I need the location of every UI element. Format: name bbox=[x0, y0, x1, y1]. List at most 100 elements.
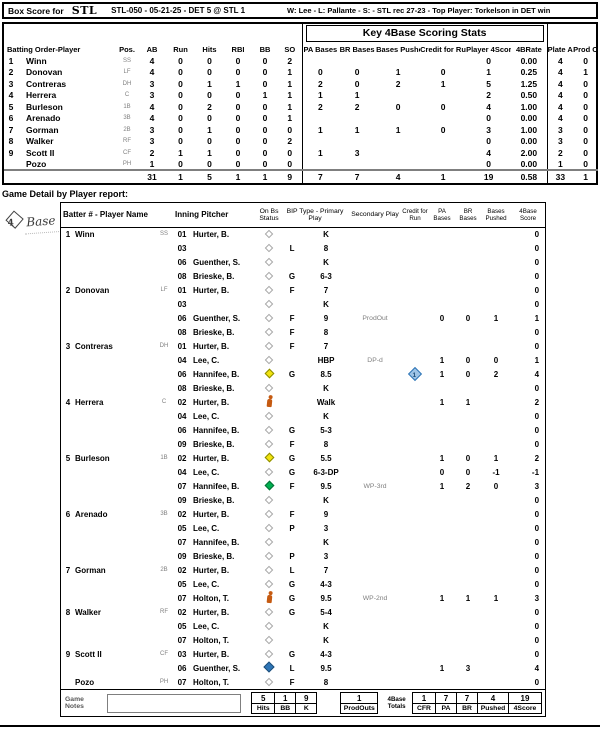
bases-pushed bbox=[481, 507, 511, 521]
br-bases bbox=[455, 381, 481, 395]
primary-play: 3 bbox=[323, 523, 329, 533]
cell-name: Burleson bbox=[26, 101, 63, 112]
br-bases bbox=[455, 423, 481, 437]
cell-ab: 4 bbox=[149, 113, 155, 124]
col-pos: Pos. bbox=[119, 44, 135, 54]
batter-order bbox=[61, 437, 75, 451]
cell-plate-app: 3 bbox=[558, 136, 563, 147]
bases-pushed bbox=[481, 227, 511, 241]
primary-play: 7 bbox=[323, 341, 329, 351]
credit-for-run-cell bbox=[401, 465, 429, 479]
batter-name: Pozo bbox=[75, 677, 95, 687]
primary-play: K bbox=[323, 635, 329, 645]
inning-number: 06 bbox=[177, 369, 187, 379]
cell-ab: 2 bbox=[149, 147, 155, 158]
cell-bb: 0 bbox=[262, 78, 268, 89]
batter-order bbox=[61, 381, 75, 395]
col-br-bases-detail: BR Bases bbox=[455, 203, 482, 228]
cell-br-bases bbox=[338, 136, 376, 148]
batter-name: Herrera bbox=[75, 397, 104, 407]
bases-empty-diamond-icon bbox=[264, 607, 274, 616]
bases-pushed bbox=[481, 563, 511, 577]
key-stats-title-row: Key 4Base Scoring Stats bbox=[4, 24, 598, 43]
cell-order: 1 bbox=[8, 55, 14, 66]
cell-run: 0 bbox=[178, 67, 183, 78]
onbase-status-cell bbox=[257, 367, 281, 381]
cell-pa-bases: 2 bbox=[317, 78, 323, 89]
cell-four-score: 0 bbox=[486, 158, 491, 169]
key-title-right-spacer bbox=[547, 24, 598, 43]
cell-rate: 0.00 bbox=[511, 135, 548, 147]
cell-run: 0 bbox=[178, 101, 183, 112]
box-score-panel: Key 4Base Scoring Stats Batting Order-Pl… bbox=[2, 22, 599, 185]
cell-rate: 0.00 bbox=[511, 158, 548, 170]
secondary-play bbox=[349, 675, 401, 689]
detail-row: 04 Lee, C. K 0 bbox=[61, 409, 545, 423]
bases-pushed: 0 bbox=[493, 355, 499, 365]
detail-row: 08 Brieske, B. G 6-3 0 bbox=[61, 269, 545, 283]
pa-bases bbox=[429, 633, 455, 647]
cell-name: Walker bbox=[26, 136, 54, 147]
bases-pushed bbox=[481, 395, 511, 409]
stat-label-k: K bbox=[295, 703, 318, 714]
batter-position bbox=[155, 465, 173, 479]
batter-order bbox=[61, 325, 75, 339]
game-notes-input[interactable] bbox=[106, 693, 242, 713]
pitcher-name: Hurter, B. bbox=[193, 285, 230, 295]
pitcher-name: Hannifee, B. bbox=[193, 481, 240, 491]
bases-empty-diamond-icon bbox=[264, 537, 274, 546]
pitcher-name: Brieske, B. bbox=[193, 495, 235, 505]
pa-bases bbox=[429, 339, 455, 353]
detail-row: 06 Guenther, S. K 0 bbox=[61, 255, 545, 269]
pa-bases bbox=[429, 619, 455, 633]
br-bases: 0 bbox=[465, 467, 471, 477]
br-bases bbox=[455, 521, 481, 535]
secondary-play bbox=[349, 409, 401, 423]
stat-box-br: 7 BR bbox=[456, 692, 478, 714]
page-bottom-border bbox=[0, 725, 600, 727]
cell-prod-outs: 0 bbox=[583, 136, 588, 147]
fourbase-score: -1 bbox=[531, 467, 540, 477]
col-pa-bases: PA Bases bbox=[303, 44, 338, 54]
onbase-status-cell bbox=[257, 394, 281, 409]
cell-cfr bbox=[420, 113, 466, 125]
pitcher-name: Hannifee, B. bbox=[193, 369, 240, 379]
br-bases bbox=[455, 437, 481, 451]
cell-name: Donovan bbox=[26, 67, 63, 78]
credit-for-run-cell bbox=[401, 423, 429, 437]
bases-pushed: 0 bbox=[493, 481, 499, 491]
bases-pushed bbox=[481, 325, 511, 339]
secondary-play bbox=[349, 647, 401, 661]
detail-table: Batter # - Player Name Inning Pitcher On… bbox=[61, 203, 546, 689]
batter-order bbox=[61, 549, 75, 563]
pa-bases bbox=[429, 283, 455, 297]
bases-pushed bbox=[481, 241, 511, 255]
cell-ab: 4 bbox=[149, 101, 155, 112]
bases-empty-diamond-icon bbox=[264, 579, 274, 588]
cell-prod-outs: 0 bbox=[583, 78, 588, 89]
batter-order: 5 bbox=[65, 453, 71, 463]
onbase-status-cell bbox=[257, 661, 281, 675]
inning-number: 02 bbox=[177, 607, 187, 617]
bases-pushed: 1 bbox=[493, 313, 499, 323]
batter-position bbox=[155, 241, 173, 255]
fourbase-score: 0 bbox=[534, 299, 540, 309]
bases-pushed: 2 bbox=[493, 369, 499, 379]
credit-for-run-cell bbox=[401, 297, 429, 311]
game-notes-label: Game Notes bbox=[65, 696, 84, 710]
primary-play: K bbox=[323, 299, 329, 309]
detail-row: 7 Gorman 2B 02 Hurter, B. L 7 0 bbox=[61, 563, 545, 577]
pa-bases bbox=[429, 241, 455, 255]
cell-four-score: 0 bbox=[486, 136, 491, 147]
secondary-play bbox=[349, 339, 401, 353]
detail-row: 9 Scott II CF 03 Hurter, B. G 4-3 0 bbox=[61, 647, 545, 661]
cell-cfr bbox=[420, 90, 466, 102]
bases-pushed bbox=[481, 409, 511, 423]
secondary-play: WP-2nd bbox=[362, 594, 388, 602]
batter-position bbox=[155, 437, 173, 451]
batting-row: 8 Walker RF 3 0 0 0 0 2 0 0.00 3 0 bbox=[4, 135, 598, 148]
secondary-play bbox=[349, 381, 401, 395]
bip-type bbox=[281, 297, 303, 311]
br-bases: 0 bbox=[465, 453, 471, 463]
batter-name bbox=[75, 325, 155, 339]
